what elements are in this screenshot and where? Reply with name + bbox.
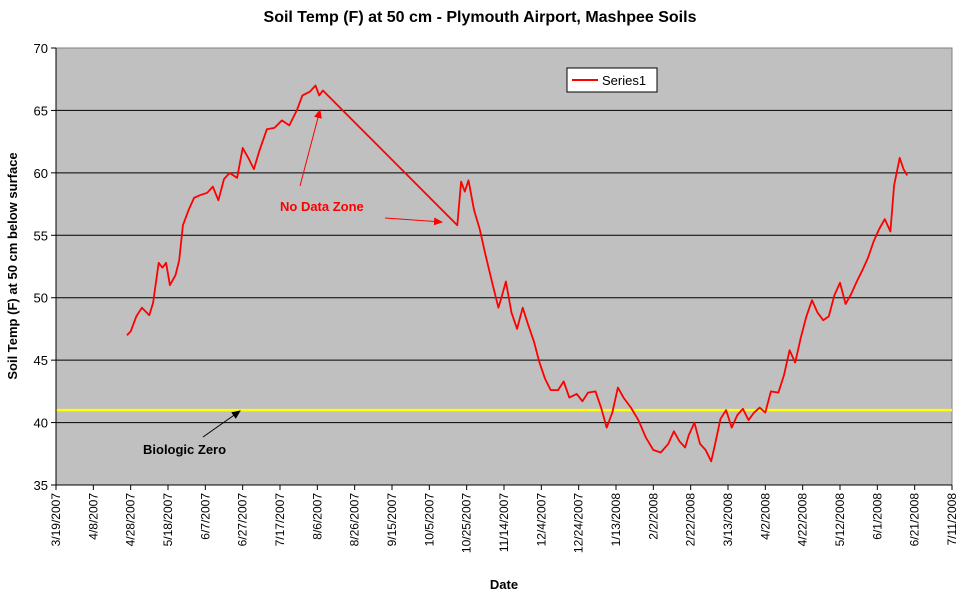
y-tick-label: 50 xyxy=(34,291,48,306)
x-tick-label: 2/22/2008 xyxy=(684,493,698,547)
y-tick-label: 40 xyxy=(34,416,48,431)
grid-lines xyxy=(56,109,952,424)
x-tick-label: 7/17/2007 xyxy=(273,493,287,547)
y-tick-label: 45 xyxy=(34,353,48,368)
x-tick-label: 10/5/2007 xyxy=(422,493,436,547)
x-tick-label: 1/13/2008 xyxy=(609,493,623,547)
y-axis: 35 40 45 50 55 60 65 70 xyxy=(34,41,57,493)
y-tick-label: 65 xyxy=(34,103,48,118)
x-tick-label: 6/21/2008 xyxy=(908,493,922,547)
x-axis-label: Date xyxy=(490,577,518,592)
x-tick-label: 7/11/2008 xyxy=(945,493,959,546)
x-tick-label: 8/6/2007 xyxy=(310,493,324,540)
series-line-series1 xyxy=(126,84,908,463)
x-tick-label: 4/22/2008 xyxy=(796,493,810,547)
chart-title: Soil Temp (F) at 50 cm - Plymouth Airpor… xyxy=(264,9,697,26)
x-tick-label: 5/18/2007 xyxy=(161,493,175,547)
biologic-zero-arrow xyxy=(202,410,241,438)
x-tick-label: 3/13/2008 xyxy=(721,493,735,547)
x-tick-label: 12/24/2007 xyxy=(572,493,586,553)
x-tick-label: 10/25/2007 xyxy=(460,493,474,553)
x-tick-label: 8/26/2007 xyxy=(348,493,362,547)
y-tick-label: 55 xyxy=(34,228,48,243)
series-layer xyxy=(126,84,908,463)
x-tick-label: 4/2/2008 xyxy=(758,493,772,540)
x-tick-label: 6/27/2007 xyxy=(236,493,250,547)
annotation-biologic-zero: Biologic Zero xyxy=(143,410,241,457)
x-tick-label: 4/8/2007 xyxy=(86,493,100,540)
plot-area xyxy=(55,47,953,486)
y-tick-label: 60 xyxy=(34,166,48,181)
legend: Series1 xyxy=(566,67,658,93)
x-axis: 3/19/2007 4/8/2007 4/28/2007 5/18/2007 6/7/2… xyxy=(49,484,959,553)
y-tick-label: 70 xyxy=(34,41,48,56)
no-data-zone-arrow-right xyxy=(384,217,443,226)
x-tick-label: 4/28/2007 xyxy=(124,493,138,547)
x-tick-label: 3/19/2007 xyxy=(49,493,63,547)
no-data-zone-arrow-up xyxy=(299,109,322,187)
y-axis-label: Soil Temp (F) at 50 cm below surface xyxy=(5,152,20,379)
x-tick-label: 9/15/2007 xyxy=(385,493,399,547)
biologic-zero-label: Biologic Zero xyxy=(143,442,226,457)
y-tick-label: 35 xyxy=(34,478,48,493)
x-tick-label: 5/12/2008 xyxy=(833,493,847,547)
annotation-no-data-zone: No Data Zone xyxy=(280,109,443,226)
x-tick-label: 6/1/2008 xyxy=(870,493,884,540)
legend-label-series1: Series1 xyxy=(602,73,646,88)
x-tick-label: 11/14/2007 xyxy=(497,493,511,552)
x-tick-label: 6/7/2007 xyxy=(198,493,212,540)
x-tick-label: 12/4/2007 xyxy=(534,493,548,547)
x-tick-label: 2/2/2008 xyxy=(646,493,660,540)
no-data-zone-label: No Data Zone xyxy=(280,199,364,214)
